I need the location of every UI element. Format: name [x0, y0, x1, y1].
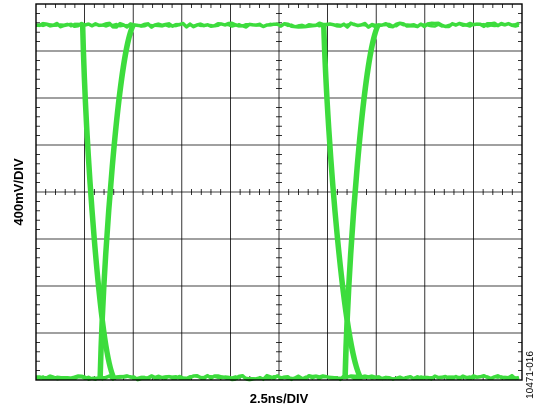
falling-edge-trace	[75, 24, 121, 379]
rising-edge-trace	[339, 24, 387, 379]
falling-edge-trace	[315, 24, 367, 379]
eye-traces	[35, 21, 520, 382]
falling-edge-trace	[318, 24, 370, 379]
grid	[36, 4, 522, 380]
figure-id: 10471-016	[525, 351, 536, 399]
x-axis-label: 2.5ns/DIV	[250, 391, 309, 406]
falling-edge-trace	[316, 24, 368, 379]
rising-edge-trace	[337, 24, 386, 379]
falling-edge-trace	[73, 24, 120, 379]
rising-edge-trace	[91, 24, 139, 379]
rising-edge-trace	[94, 24, 142, 379]
rising-edge-trace	[336, 24, 384, 379]
plot-frame	[35, 3, 523, 381]
y-axis-label: 400mV/DIV	[11, 158, 26, 226]
rising-edge-trace	[93, 24, 141, 379]
high-level-trace	[35, 22, 520, 28]
falling-edge-trace	[77, 24, 123, 379]
